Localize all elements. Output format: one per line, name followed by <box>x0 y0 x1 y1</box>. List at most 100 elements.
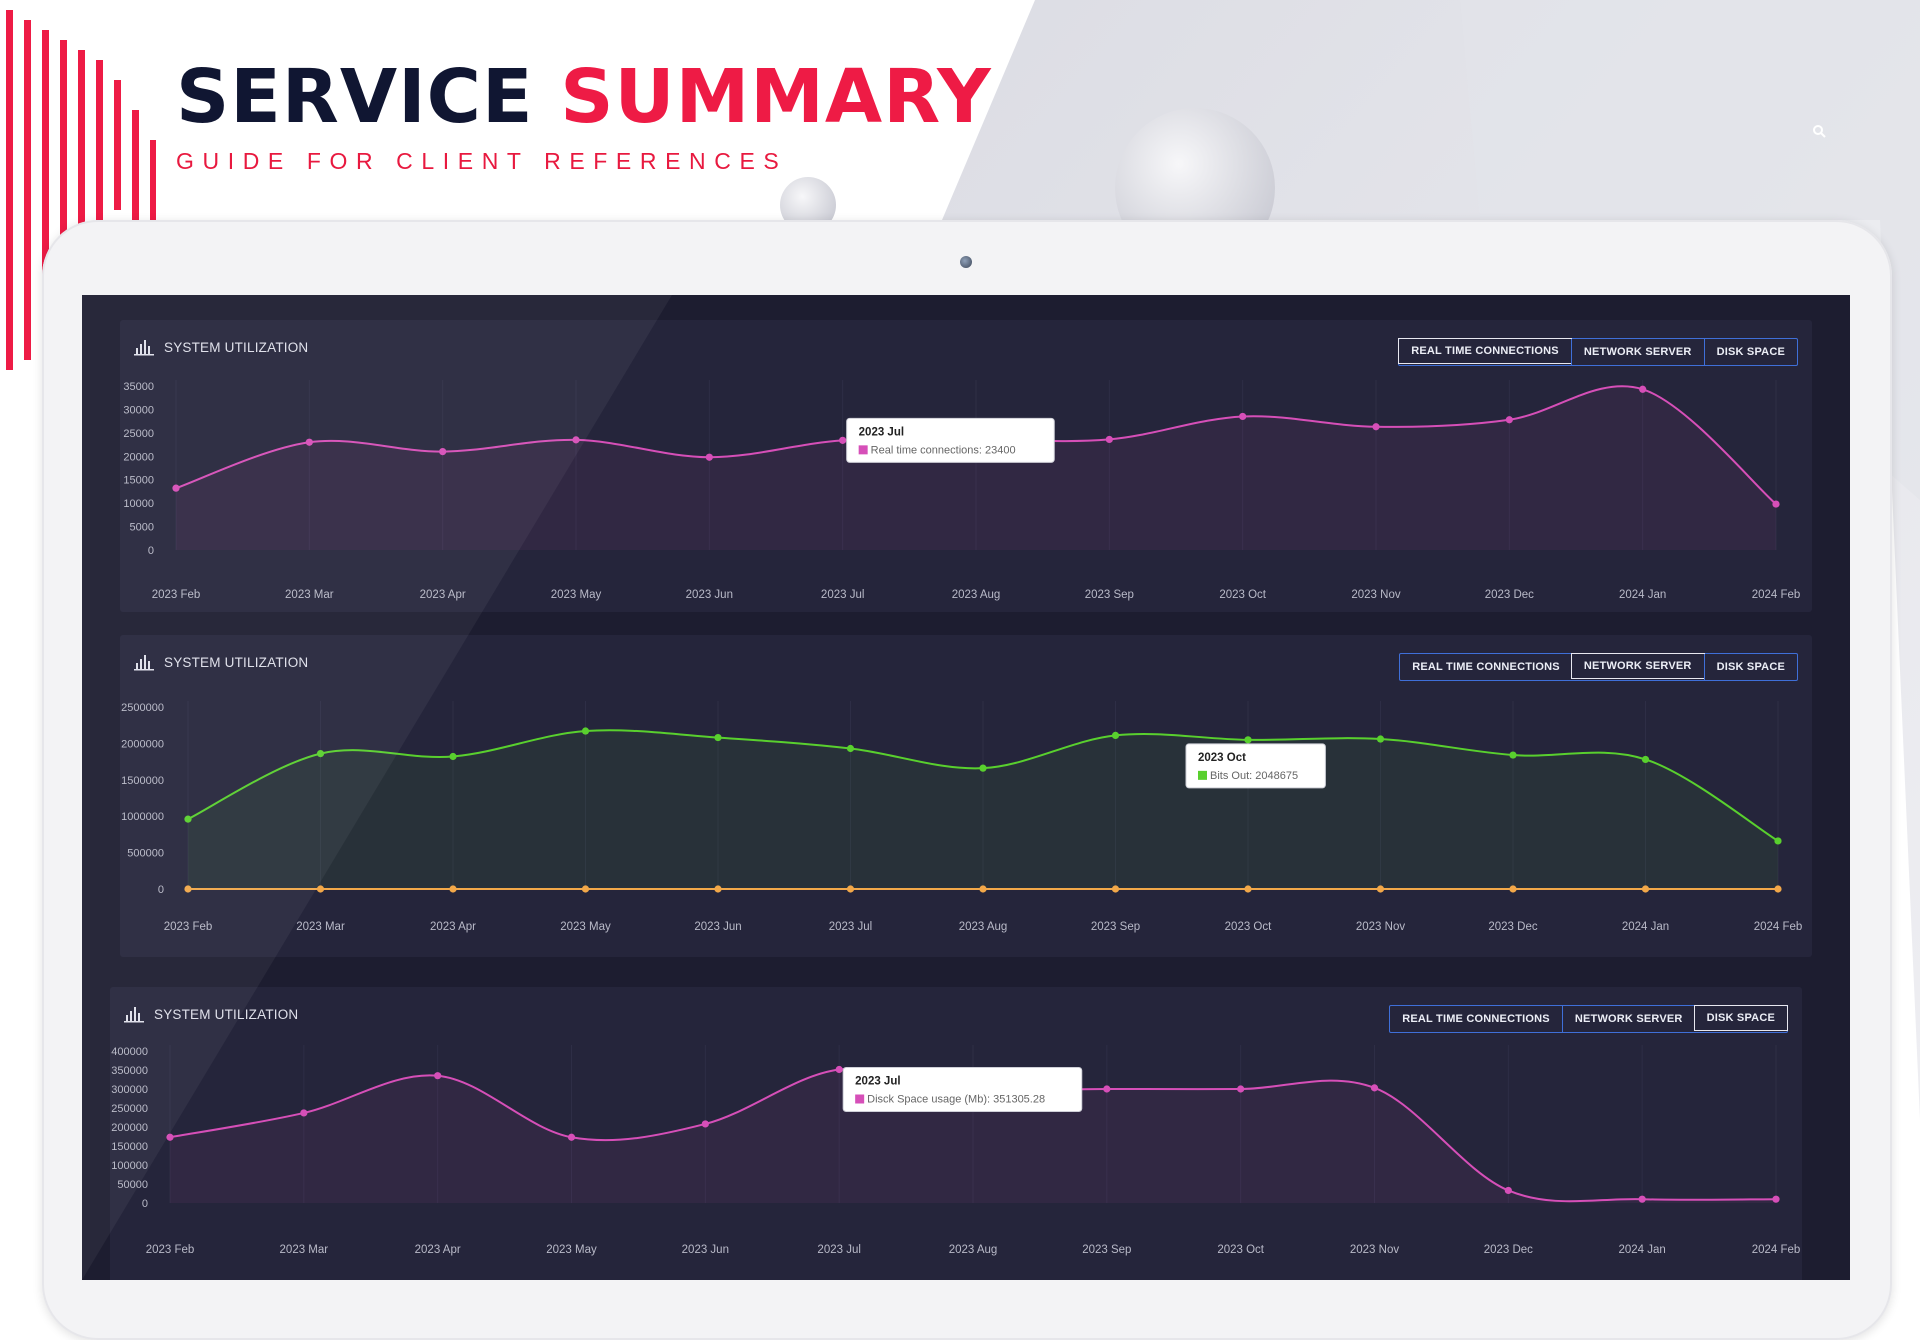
x-tick-label: 2023 Dec <box>1488 921 1537 933</box>
x-tick-label: 2023 Feb <box>146 1244 195 1256</box>
tooltip-box <box>842 1067 1083 1113</box>
data-point[interactable] <box>1774 837 1782 845</box>
data-point[interactable] <box>1505 416 1513 424</box>
data-point[interactable] <box>714 885 722 893</box>
series-area <box>188 730 1778 889</box>
data-point[interactable] <box>316 749 325 758</box>
chart-tooltip: 2023 Jul Real time connections: 23400 <box>846 417 1055 463</box>
data-point[interactable] <box>184 815 192 823</box>
x-tick-label: 2023 Jul <box>817 1244 860 1256</box>
network-server-button[interactable]: NETWORK SERVER <box>1570 339 1704 365</box>
data-point[interactable] <box>166 1133 174 1141</box>
disk-space-button[interactable]: DISK SPACE <box>1703 654 1797 680</box>
x-tick-label: 2023 Jun <box>682 1244 729 1256</box>
y-tick-label: 100000 <box>111 1160 148 1172</box>
y-tick-label: 150000 <box>111 1141 148 1153</box>
tooltip-box <box>1185 743 1326 789</box>
y-tick-label: 0 <box>158 884 164 896</box>
tooltip-text: Disck Space usage (Mb): 351305.28 <box>867 1094 1045 1106</box>
tooltip-text: Bits Out: 2048675 <box>1210 770 1298 782</box>
x-tick-label: 2023 Aug <box>949 1244 998 1256</box>
data-point[interactable] <box>434 1072 442 1080</box>
data-point[interactable] <box>449 752 457 761</box>
data-point[interactable] <box>1509 885 1517 893</box>
data-point[interactable] <box>1244 885 1252 893</box>
real-time-connections-button[interactable]: REAL TIME CONNECTIONS <box>1390 1006 1562 1032</box>
x-tick-label: 2023 Jun <box>694 921 741 933</box>
data-point[interactable] <box>316 885 325 893</box>
title-part-service: SERVICE <box>176 54 534 140</box>
data-point[interactable] <box>1111 731 1120 739</box>
data-point[interactable] <box>1509 751 1517 759</box>
x-tick-label: 2023 Nov <box>1356 921 1405 933</box>
data-point[interactable] <box>839 436 847 444</box>
x-tick-label: 2024 Jan <box>1622 921 1669 933</box>
data-point[interactable] <box>1641 755 1650 764</box>
disk-space-button[interactable]: DISK SPACE <box>1703 339 1797 365</box>
data-point[interactable] <box>1772 500 1780 508</box>
panel-tab-group: REAL TIME CONNECTIONS NETWORK SERVER DIS… <box>1389 1005 1788 1033</box>
search-icon <box>1813 125 1826 138</box>
data-point[interactable] <box>184 885 192 893</box>
data-point[interactable] <box>1239 412 1247 421</box>
red-stripes-decoration <box>6 10 156 370</box>
data-point[interactable] <box>1504 1186 1512 1195</box>
data-point[interactable] <box>846 744 855 753</box>
y-tick-label: 5000 <box>130 522 154 534</box>
data-point[interactable] <box>979 764 987 772</box>
utilization-panel-connections: SYSTEM UTILIZATION REAL TIME CONNECTIONS… <box>120 320 1812 612</box>
bar-chart-icon <box>134 340 154 356</box>
data-point[interactable] <box>449 885 457 893</box>
data-point[interactable] <box>705 453 713 461</box>
line-chart-connections: 0 5000 10000 15000 20000 25000 30000 35000 2023 … <box>123 380 1800 601</box>
data-point[interactable] <box>1105 435 1113 444</box>
title-part-summary: SUMMARY <box>560 54 992 140</box>
data-point[interactable] <box>846 885 855 893</box>
data-point[interactable] <box>1638 1195 1646 1203</box>
data-point[interactable] <box>1639 385 1647 393</box>
data-point[interactable] <box>701 1120 709 1128</box>
real-time-connections-button[interactable]: REAL TIME CONNECTIONS <box>1400 654 1572 680</box>
data-point[interactable] <box>439 448 447 456</box>
data-point[interactable] <box>172 484 180 492</box>
data-point[interactable] <box>1103 1085 1111 1093</box>
x-tick-label: 2023 Aug <box>959 921 1008 933</box>
x-tick-label: 2024 Feb <box>1754 921 1803 933</box>
data-point[interactable] <box>1774 885 1782 893</box>
x-tick-label: 2023 Jun <box>686 589 733 601</box>
data-point[interactable] <box>1372 423 1380 431</box>
x-tick-label: 2023 Dec <box>1484 1244 1533 1256</box>
data-point[interactable] <box>1237 1085 1245 1093</box>
tooltip-title: 2023 Jul <box>859 426 904 438</box>
x-tick-label: 2023 Nov <box>1350 1244 1399 1256</box>
data-point[interactable] <box>572 436 580 444</box>
data-point[interactable] <box>1376 885 1385 893</box>
data-point[interactable] <box>300 1109 308 1117</box>
data-point[interactable] <box>1772 1195 1780 1203</box>
data-point[interactable] <box>567 1133 576 1141</box>
network-server-button[interactable]: NETWORK SERVER <box>1561 1006 1695 1032</box>
data-point[interactable] <box>979 885 987 893</box>
data-point[interactable] <box>1641 885 1650 893</box>
page-subtitle: GUIDE FOR CLIENT REFERENCES <box>176 148 788 174</box>
utilization-panel-disk: SYSTEM UTILIZATION REAL TIME CONNECTIONS… <box>110 987 1802 1280</box>
data-point[interactable] <box>1244 736 1252 744</box>
x-tick-label: 2023 Mar <box>280 1244 329 1256</box>
data-point[interactable] <box>581 727 590 735</box>
data-point[interactable] <box>1370 1084 1379 1092</box>
y-tick-label: 35000 <box>123 381 154 393</box>
x-tick-label: 2023 Nov <box>1351 589 1400 601</box>
disk-space-button[interactable]: DISK SPACE <box>1693 1005 1788 1031</box>
data-point[interactable] <box>714 733 722 742</box>
x-tick-label: 2023 Mar <box>285 589 334 601</box>
data-point[interactable] <box>1376 735 1385 743</box>
series-area <box>170 1068 1776 1203</box>
data-point[interactable] <box>1111 885 1120 893</box>
x-tick-label: 2023 Apr <box>430 921 476 933</box>
x-tick-label: 2023 Sep <box>1085 589 1134 601</box>
utilization-panel-network: SYSTEM UTILIZATION REAL TIME CONNECTIONS… <box>120 635 1812 957</box>
data-point[interactable] <box>581 885 590 893</box>
data-point[interactable] <box>305 438 313 446</box>
data-point[interactable] <box>835 1065 843 1074</box>
y-tick-label: 400000 <box>111 1046 148 1058</box>
